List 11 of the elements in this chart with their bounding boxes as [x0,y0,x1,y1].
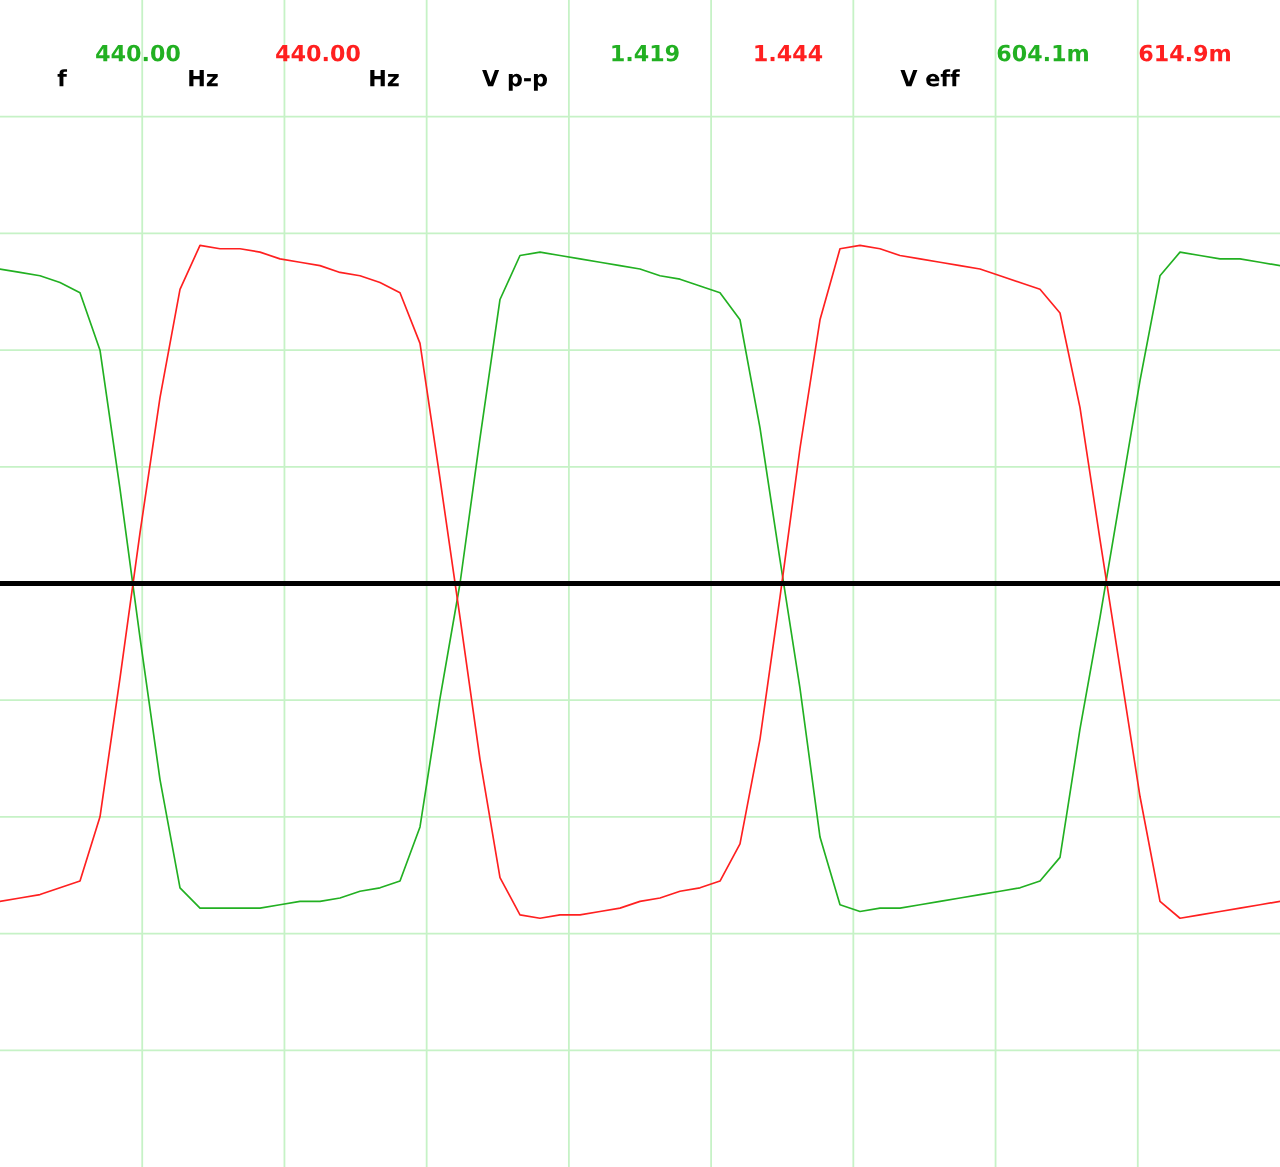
text: f [57,69,68,87]
text: 1.419 [612,44,679,62]
text: V eff [900,69,960,87]
text: 614.9m [1139,44,1230,62]
text: 440.00 [96,44,180,62]
text: 1.444 [755,44,823,62]
text: Hz [189,69,218,87]
text: 604.1m [997,44,1088,62]
text: 440.00 [276,44,360,62]
text: Hz [370,69,399,87]
text: V p-p [482,69,547,91]
